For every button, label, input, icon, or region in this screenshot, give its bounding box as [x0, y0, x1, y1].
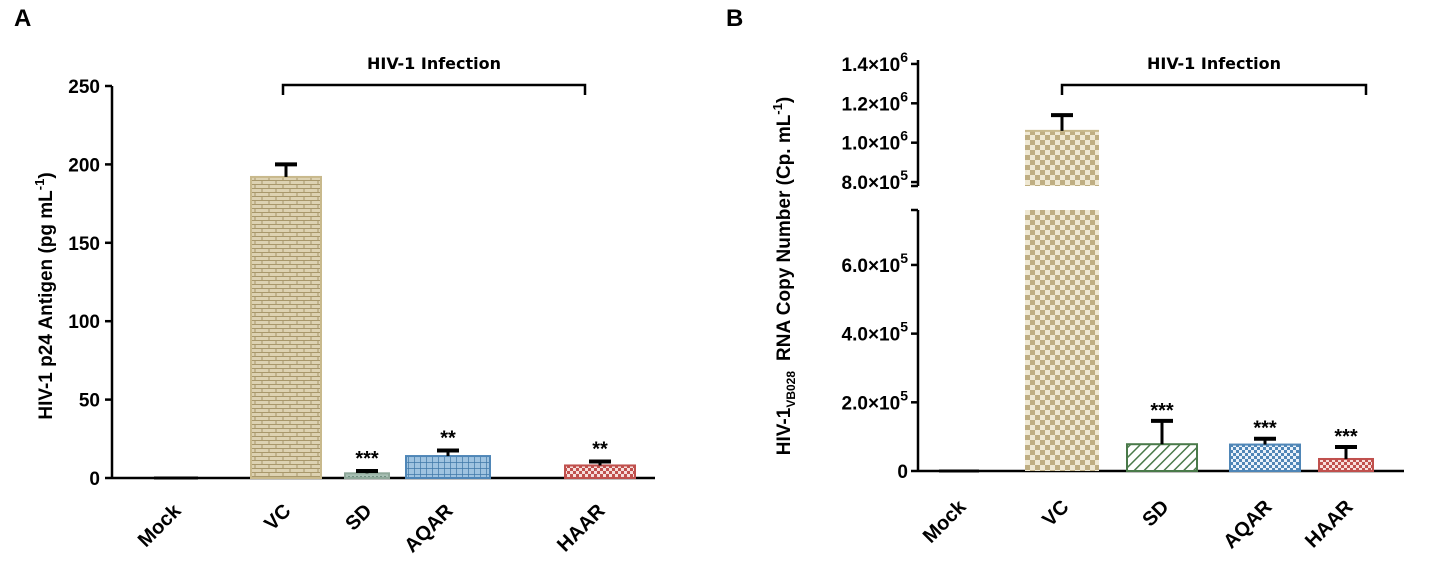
panel-a-plot: 0 50 100 150 200 250 Mock VC *** SD ** AQAR ** HAAR HI…: [68, 54, 655, 557]
panel-a: A HIV-1 p24 Antigen (pg mL-1) 0 50 100 150 2…: [14, 5, 655, 557]
panel-b-x-tick-label-vc: VC: [1038, 496, 1073, 531]
panel-a-bar-sd-significance: ***: [355, 448, 379, 470]
panel-a-bar-haar-significance: **: [592, 439, 608, 461]
panel-a-bar-vc: [250, 175, 322, 479]
panel-b-x-tick-label-haar: HAAR: [1301, 496, 1358, 553]
panel-b-bar-sd-significance: ***: [1150, 400, 1174, 422]
panel-a-x-tick-label-mock: Mock: [134, 499, 186, 551]
panel-b-y-tick-lower-400000-label: 4.0×105: [842, 319, 909, 346]
panel-b-y-axis-label: HIV-1VB028RNA Copy Number (Cp. mL-1): [770, 97, 798, 455]
panel-a-y-tick-label-250: 250: [68, 77, 100, 98]
panel-b-y-tick-upper-1200000-exponent: 6: [900, 88, 908, 104]
panel-b-y-tick-upper-800000-mantissa: 8.0×10: [842, 173, 901, 194]
panel-b-bar-sd: [1126, 443, 1198, 473]
panel-b-y-tick-upper-1200000-label: 1.2×106: [842, 88, 909, 115]
panel-b-y-tick-lower-0-label: 0: [897, 462, 908, 483]
panel-b-bar-aqar-significance: ***: [1253, 418, 1277, 440]
panel-b-y-tick-lower-400000-mantissa: 4.0×10: [842, 325, 901, 346]
panel-b-y-tick-lower-600000-mantissa: 6.0×10: [842, 256, 901, 277]
panel-b-y-tick-upper-1200000-mantissa: 1.2×10: [842, 94, 901, 115]
panel-b-bar-vc-lower: [1025, 210, 1099, 471]
panel-a-bar-aqar-significance: **: [440, 428, 456, 450]
panel-b-x-tick-label-aqar: AQAR: [1219, 496, 1277, 554]
panel-b-y-tick-upper-1400000-exponent: 6: [900, 49, 908, 65]
panel-b-y-tick-lower-0-mantissa: 0: [897, 462, 908, 483]
panel-b-bracket-label: HIV-1 Infection: [1147, 54, 1281, 73]
panel-b-x-tick-label-mock: Mock: [919, 495, 971, 547]
panel-a-y-tick-label-100: 100: [68, 312, 100, 333]
panel-a-y-axis-label: HIV-1 p24 Antigen (pg mL-1): [32, 172, 57, 419]
panel-b-plot: 02.0×1054.0×1056.0×1058.0×1051.0×1061.2×…: [842, 49, 1404, 553]
panel-b-y-tick-upper-1400000-mantissa: 1.4×10: [842, 55, 901, 76]
panel-b-bar-haar: [1318, 457, 1374, 472]
panel-b-y-tick-lower-200000-label: 2.0×105: [842, 387, 909, 414]
panel-b-y-tick-lower-200000-mantissa: 2.0×10: [842, 393, 901, 414]
panel-a-y-tick-label-200: 200: [68, 155, 100, 176]
panel-a-y-tick-label-50: 50: [79, 391, 100, 412]
panel-a-bar-haar: [564, 464, 636, 479]
panel-a-label: A: [14, 5, 31, 32]
panel-b-y-tick-lower-400000-exponent: 5: [900, 319, 908, 335]
panel-b-y-tick-upper-1000000-exponent: 6: [900, 128, 908, 144]
panel-a-x-tick-label-aqar: AQAR: [400, 500, 458, 558]
panel-b-y-tick-upper-1000000-label: 1.0×106: [842, 128, 909, 155]
panel-a-x-tick-label-vc: VC: [260, 500, 295, 535]
panel-b-bar-aqar: [1229, 443, 1301, 472]
panel-b-label: B: [726, 5, 743, 32]
panel-a-bracket: [281, 83, 587, 95]
panel-b-y-tick-upper-800000-label: 8.0×105: [842, 167, 909, 194]
panel-b-y-tick-upper-1000000-mantissa: 1.0×10: [842, 134, 901, 155]
panel-a-bracket-label: HIV-1 Infection: [367, 54, 501, 73]
panel-a-y-tick-label-150: 150: [68, 234, 100, 255]
panel-b-bar-vc-upper: [1025, 130, 1099, 186]
panel-b-y-tick-upper-800000-exponent: 5: [900, 167, 908, 183]
panel-b-x-tick-label-sd: SD: [1138, 496, 1173, 531]
panel-b-bar-haar-significance: ***: [1334, 426, 1358, 448]
panel-a-x-tick-label-sd: SD: [341, 500, 376, 535]
panel-a-x-tick-label-haar: HAAR: [553, 500, 610, 557]
panel-b-y-tick-upper-1400000-label: 1.4×106: [842, 49, 909, 76]
panel-b-y-tick-lower-600000-label: 6.0×105: [842, 250, 909, 277]
panel-b-bracket: [1060, 83, 1368, 95]
panel-a-y-tick-label-0: 0: [89, 469, 100, 490]
panel-b-y-tick-lower-200000-exponent: 5: [900, 387, 908, 403]
panel-b-y-tick-lower-600000-exponent: 5: [900, 250, 908, 266]
panel-a-bar-sd: [344, 472, 390, 479]
panel-a-bar-aqar: [405, 455, 491, 480]
panel-b: B HIV-1VB028RNA Copy Number (Cp. mL-1) 0…: [726, 5, 1404, 553]
